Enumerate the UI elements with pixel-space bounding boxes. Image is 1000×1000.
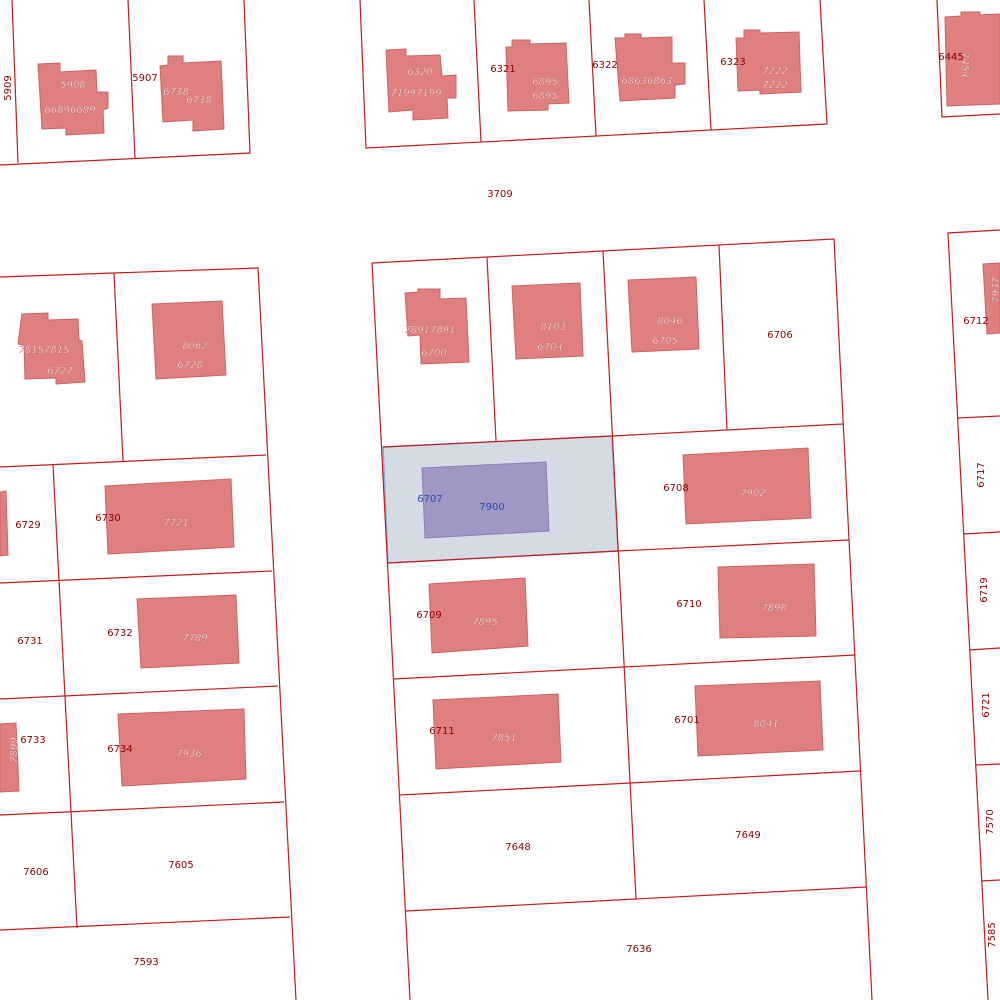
parcel-label: 6710: [676, 599, 701, 610]
parcel-label: 5907: [132, 73, 157, 84]
building-label: 6895: [532, 77, 557, 88]
building-label: 7851: [491, 733, 516, 744]
building-label: 6320: [407, 67, 432, 78]
building-label: 8041: [753, 719, 778, 730]
building-label: 8046: [657, 316, 682, 327]
parcel-label: 6709: [416, 610, 441, 621]
building-label: 6738: [163, 87, 188, 98]
parcel-label: 6729: [15, 520, 40, 531]
building-label: 7789: [182, 633, 207, 644]
parcel-label: 6321: [490, 64, 515, 75]
parcel-label: 6731: [17, 636, 42, 647]
building-label: 6738: [186, 95, 211, 106]
parcel-label: 6719: [979, 577, 990, 602]
parcel-label: 6712: [963, 316, 988, 327]
building-label: 8062: [182, 341, 207, 352]
building-label: 7899: [9, 737, 20, 762]
parcel-label: 7636: [626, 944, 651, 955]
building-label: 6895: [532, 91, 557, 102]
parcel-label: 6734: [107, 744, 132, 755]
parcel-label: 5909: [3, 75, 14, 100]
building-label: 6704: [537, 342, 562, 353]
building-label: 8103: [540, 322, 565, 333]
parcel-label: 6323: [720, 57, 745, 68]
building-label: 6705: [652, 336, 677, 347]
buildings: [0, 11, 1000, 793]
building-label: 6727: [47, 366, 73, 377]
parcel-label: 7606: [23, 867, 48, 878]
building-label: 66896689: [45, 105, 96, 116]
building-label: 7900: [479, 502, 504, 513]
building-label: 7222: [762, 66, 787, 77]
parcel-label: 7648: [505, 842, 530, 853]
building-label: 7902: [740, 488, 765, 499]
building-label: 7721: [163, 518, 188, 529]
building-label: 5908: [60, 80, 85, 91]
building-label: 78157815: [19, 345, 70, 356]
parcel-label: 3709: [487, 189, 512, 200]
building-label: 7936: [176, 749, 201, 760]
parcel-label: 6708: [663, 483, 688, 494]
parcel-label: 6717: [976, 462, 987, 487]
building-label: 78917891: [405, 325, 456, 336]
building-label: 7222: [762, 80, 787, 91]
parcel-label: 6721: [981, 692, 992, 717]
building-label: 7898: [761, 603, 786, 614]
parcel-label: 7649: [735, 830, 760, 841]
parcel-label: 6706: [767, 330, 792, 341]
building-label: 6707: [417, 494, 442, 505]
parcel-label: 6711: [429, 726, 454, 737]
building-label: 6728: [177, 360, 202, 371]
parcel-label: 6322: [592, 60, 617, 71]
parcel-label: 6733: [20, 735, 45, 746]
parcel-label: 7605: [168, 860, 193, 871]
parcel-label: 6730: [95, 513, 120, 524]
building-label: 6700: [421, 348, 446, 359]
building-label: 7895: [472, 617, 497, 628]
parcel-label: 7570: [985, 809, 996, 834]
building-label: 7454: [959, 52, 970, 77]
parcel-label: 7593: [133, 957, 158, 968]
parcel-label: 6732: [107, 628, 132, 639]
parcel-label: 7585: [987, 922, 998, 947]
selected-building[interactable]: [421, 461, 550, 539]
building-label: 7937: [991, 277, 1000, 303]
parcel-label: 6701: [674, 715, 699, 726]
building-label: 68636863: [622, 76, 673, 87]
building-label: 71997199: [391, 88, 442, 99]
parcel-label: 6445: [938, 52, 963, 63]
